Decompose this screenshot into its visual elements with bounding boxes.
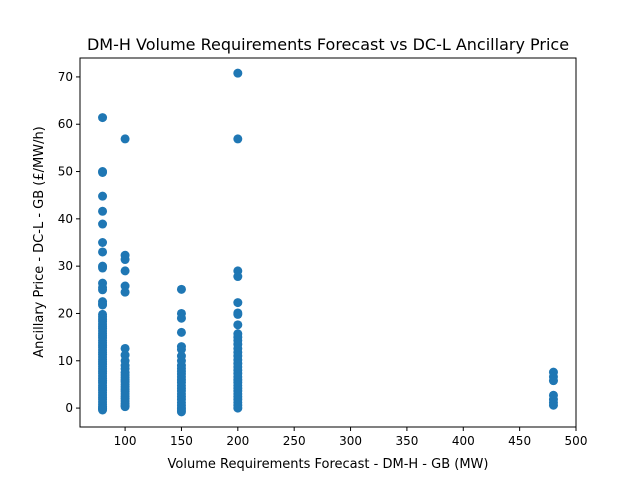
data-point	[548, 400, 558, 410]
y-tick-label: 40	[58, 212, 73, 226]
data-point	[120, 266, 130, 276]
data-point	[98, 167, 108, 177]
data-point	[98, 405, 108, 415]
x-tick-label: 350	[395, 434, 418, 448]
chart-title: DM-H Volume Requirements Forecast vs DC-…	[87, 35, 569, 54]
data-point	[120, 255, 130, 265]
data-point	[233, 272, 243, 282]
data-point	[98, 263, 108, 273]
y-tick-label: 50	[58, 165, 73, 179]
data-point	[176, 407, 186, 417]
data-point	[120, 402, 130, 412]
data-point	[120, 287, 130, 297]
x-tick-label: 150	[170, 434, 193, 448]
data-point	[233, 320, 243, 330]
data-point	[120, 134, 130, 144]
data-point	[233, 403, 243, 413]
y-tick-label: 20	[58, 306, 73, 320]
data-point	[98, 247, 108, 257]
data-point	[98, 285, 108, 295]
data-point	[233, 134, 243, 144]
plot-frame	[79, 57, 577, 428]
data-point	[98, 206, 108, 216]
data-point	[120, 281, 130, 291]
y-tick-label: 0	[65, 401, 73, 415]
y-axis-ticks: 0 10 20 30 40 50 60 70	[58, 70, 80, 415]
y-tick-label: 60	[58, 117, 73, 131]
data-point	[233, 309, 243, 319]
y-tick-label: 70	[58, 70, 73, 84]
x-tick-label: 250	[283, 434, 306, 448]
x-tick-label: 200	[226, 434, 249, 448]
data-point	[98, 191, 108, 201]
y-axis-label: Ancillary Price - DC-L - GB (£/MW/h)	[32, 126, 47, 358]
data-point	[120, 343, 130, 353]
x-tick-label: 400	[452, 434, 475, 448]
data-point	[548, 376, 558, 386]
data-point	[98, 238, 108, 247]
data-point	[176, 284, 186, 294]
x-axis-label: Volume Requirements Forecast - DM-H - GB…	[168, 457, 489, 472]
y-tick-label: 10	[58, 354, 73, 368]
y-tick-label: 30	[58, 259, 73, 273]
data-points	[98, 68, 558, 417]
data-point	[176, 344, 186, 354]
x-tick-label: 100	[114, 434, 137, 448]
data-point	[98, 219, 108, 229]
data-point	[98, 113, 108, 123]
data-point	[176, 327, 186, 337]
x-tick-label: 500	[565, 434, 588, 448]
data-point	[176, 313, 186, 323]
x-axis-ticks: 100 150 200 250 300 350 400 450 500	[114, 427, 588, 448]
x-tick-label: 450	[508, 434, 531, 448]
data-point	[233, 298, 243, 308]
data-point	[233, 68, 243, 78]
x-tick-label: 300	[339, 434, 362, 448]
data-point	[98, 300, 108, 310]
